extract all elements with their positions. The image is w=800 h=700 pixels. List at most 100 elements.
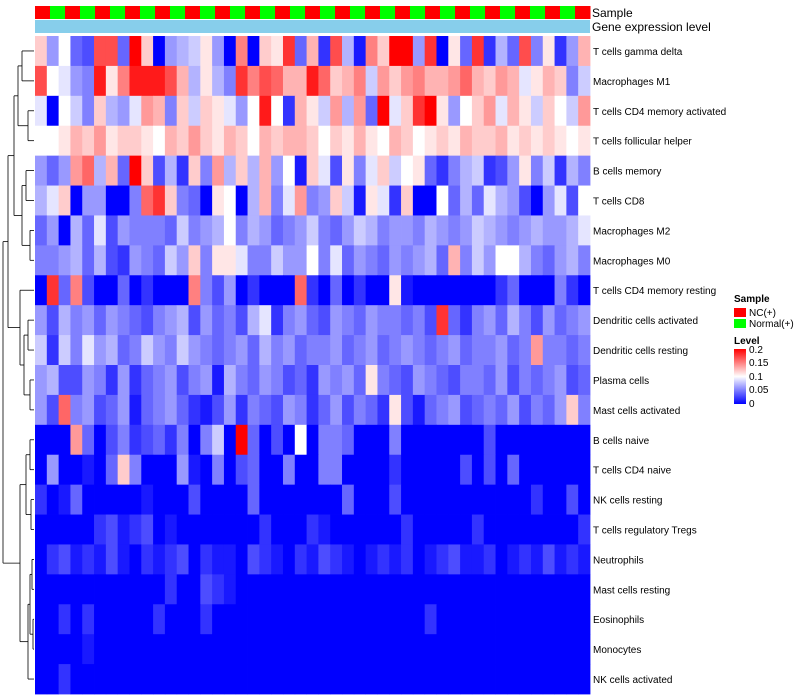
heatmap-cell <box>35 65 48 97</box>
gene-expression-annotation-bar <box>35 20 590 33</box>
level-tick-0-05: 0.05 <box>749 385 769 396</box>
heatmap-cell <box>117 275 130 306</box>
heatmap-cell <box>82 484 95 515</box>
heatmap-cell <box>566 365 579 396</box>
heatmap-cell <box>318 36 331 67</box>
heatmap-cell <box>164 245 178 276</box>
heatmap-cell <box>436 634 449 665</box>
heatmap-cell <box>507 394 520 426</box>
annotation-labels: Sample Gene expression level <box>592 6 711 34</box>
heatmap-cell <box>306 574 319 605</box>
heatmap-cell <box>58 634 71 665</box>
heatmap-cell <box>365 604 378 635</box>
heatmap-cell <box>105 394 119 426</box>
heatmap-cell <box>235 305 248 336</box>
heatmap-cell <box>223 544 237 575</box>
heatmap-cell <box>377 275 390 306</box>
heatmap-cell <box>483 215 496 246</box>
heatmap-cell <box>436 544 449 575</box>
heatmap-cell <box>235 454 248 486</box>
heatmap-cell <box>117 544 130 575</box>
heatmap-cell <box>35 484 48 515</box>
level-tick-0-15: 0.15 <box>749 358 769 369</box>
heatmap-cell <box>259 155 272 186</box>
heatmap-cell <box>542 544 555 575</box>
heatmap-cell <box>436 65 449 97</box>
heatmap-cell <box>566 394 579 426</box>
heatmap-cell <box>176 574 189 605</box>
heatmap-cell <box>46 95 60 127</box>
heatmap-cell <box>353 634 367 665</box>
heatmap-cell <box>58 335 71 366</box>
heatmap-cell <box>58 574 71 605</box>
heatmap-cell <box>566 514 579 545</box>
heatmap-cell <box>35 155 48 186</box>
legend-swatch-nc <box>734 308 746 317</box>
sample-annotation-cell <box>395 6 411 19</box>
heatmap-cell <box>223 514 237 545</box>
heatmap-cell <box>141 335 154 366</box>
heatmap-cell <box>519 95 532 127</box>
heatmap-cell <box>389 305 402 336</box>
heatmap-cell <box>507 215 520 246</box>
heatmap-cell <box>259 365 272 396</box>
heatmap-cell <box>554 574 567 605</box>
heatmap-cell <box>483 36 496 67</box>
heatmap-cell <box>200 514 213 545</box>
heatmap-cell <box>247 544 260 575</box>
sample-annotation-cell <box>545 6 561 19</box>
heatmap-cell <box>259 335 272 366</box>
heatmap-cell <box>401 454 414 486</box>
heatmap-cell <box>235 185 248 216</box>
heatmap-cell <box>188 155 201 186</box>
heatmap-cell <box>82 215 95 246</box>
heatmap-cell <box>519 155 532 186</box>
heatmap-cell <box>306 185 319 216</box>
heatmap-cell <box>495 574 508 605</box>
heatmap-cell <box>271 574 284 605</box>
heatmap-cell <box>223 634 237 665</box>
heatmap-cell <box>471 125 485 157</box>
heatmap-cell <box>188 335 201 366</box>
heatmap-cell <box>70 604 83 635</box>
heatmap-cell <box>507 454 520 486</box>
heatmap-cell <box>94 604 107 635</box>
heatmap-cell <box>46 484 60 515</box>
heatmap-cell <box>424 36 437 67</box>
heatmap-cell <box>105 335 119 366</box>
heatmap-cell <box>200 125 213 157</box>
heatmap-cell <box>365 394 378 426</box>
heatmap-cell <box>424 215 437 246</box>
heatmap-cell <box>412 394 426 426</box>
heatmap-cell <box>530 185 544 216</box>
heatmap-cell <box>389 574 402 605</box>
heatmap-cell <box>566 305 579 336</box>
heatmap-cell <box>330 424 343 456</box>
sample-annotation-cell <box>200 6 216 19</box>
heatmap-cell <box>412 185 426 216</box>
heatmap-cell <box>247 245 260 276</box>
heatmap-cell <box>259 305 272 336</box>
heatmap-cell <box>578 185 591 216</box>
heatmap-cell <box>129 185 142 216</box>
heatmap-cell <box>35 514 48 545</box>
heatmap-cell <box>318 185 331 216</box>
heatmap-cell <box>389 634 402 665</box>
heatmap-cell <box>530 574 544 605</box>
heatmap-cell <box>294 125 307 157</box>
heatmap-cell <box>235 634 248 665</box>
heatmap-cell <box>318 604 331 635</box>
heatmap-cell <box>94 394 107 426</box>
heatmap-cell <box>566 424 579 456</box>
heatmap-cell <box>294 664 307 695</box>
heatmap-cell <box>412 335 426 366</box>
heatmap-cell <box>448 454 461 486</box>
heatmap-cell <box>389 365 402 396</box>
level-tick-0: 0 <box>749 399 755 410</box>
heatmap-cell <box>294 394 307 426</box>
heatmap-cell <box>141 514 154 545</box>
heatmap-cell <box>282 604 296 635</box>
heatmap-cell <box>471 484 485 515</box>
heatmap-cell <box>259 185 272 216</box>
heatmap-cell <box>377 95 390 127</box>
